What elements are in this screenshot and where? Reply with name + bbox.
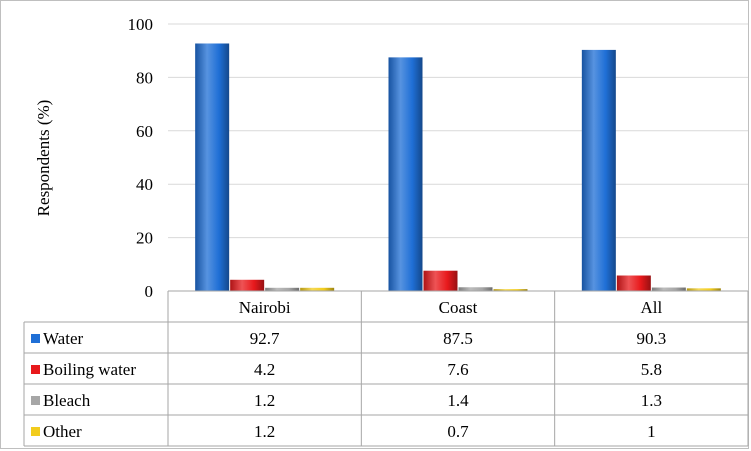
- bar-water-coast: [388, 57, 423, 291]
- y-tick-label: 60: [136, 122, 153, 141]
- y-tick-label: 100: [128, 15, 154, 34]
- legend-label: Water: [43, 329, 83, 348]
- data-label: 92.7: [250, 329, 280, 348]
- data-label: 87.5: [443, 329, 473, 348]
- bar-other-all: [686, 288, 721, 291]
- y-axis-label: Respondents (%): [34, 100, 53, 217]
- bar-bleach-all: [651, 287, 686, 291]
- y-tick-label: 40: [136, 175, 153, 194]
- legend-key-boiling-water: [31, 365, 40, 374]
- category-label: Coast: [439, 298, 478, 317]
- bars: [195, 43, 721, 292]
- bar-other-nairobi: [300, 287, 335, 291]
- data-table: Nairobi Coast All Water 92.7 87.5 90.3 Boiling …: [23, 290, 749, 447]
- legend-key-water: [31, 334, 40, 343]
- bar-boiling-water-all: [616, 275, 651, 291]
- data-label: 0.7: [447, 422, 469, 441]
- data-label: 1.3: [641, 391, 662, 410]
- bar-bleach-nairobi: [265, 287, 300, 291]
- data-label: 7.6: [447, 360, 468, 379]
- category-label: All: [640, 298, 662, 317]
- y-tick-label: 20: [136, 229, 153, 248]
- y-axis: 0 20 40 60 80 100: [128, 15, 154, 301]
- data-label: 1.4: [447, 391, 469, 410]
- legend-label: Other: [43, 422, 82, 441]
- data-label: 4.2: [254, 360, 275, 379]
- bar-water-all: [581, 49, 616, 291]
- bar-other-coast: [493, 289, 528, 291]
- y-tick-label: 0: [145, 282, 154, 301]
- bar-boiling-water-nairobi: [230, 279, 265, 291]
- bar-water-nairobi: [195, 43, 230, 292]
- category-label: Nairobi: [239, 298, 291, 317]
- data-label: 90.3: [636, 329, 666, 348]
- legend-label: Boiling water: [43, 360, 136, 379]
- legend-key-other: [31, 427, 40, 436]
- data-label: 1.2: [254, 422, 275, 441]
- gridlines: [168, 23, 748, 239]
- bar-bleach-coast: [458, 287, 493, 291]
- bar-boiling-water-coast: [423, 270, 458, 291]
- data-label: 1: [647, 422, 656, 441]
- legend-label: Bleach: [43, 391, 91, 410]
- legend-key-bleach: [31, 396, 40, 405]
- data-label: 5.8: [641, 360, 662, 379]
- y-tick-label: 80: [136, 68, 153, 87]
- data-label: 1.2: [254, 391, 275, 410]
